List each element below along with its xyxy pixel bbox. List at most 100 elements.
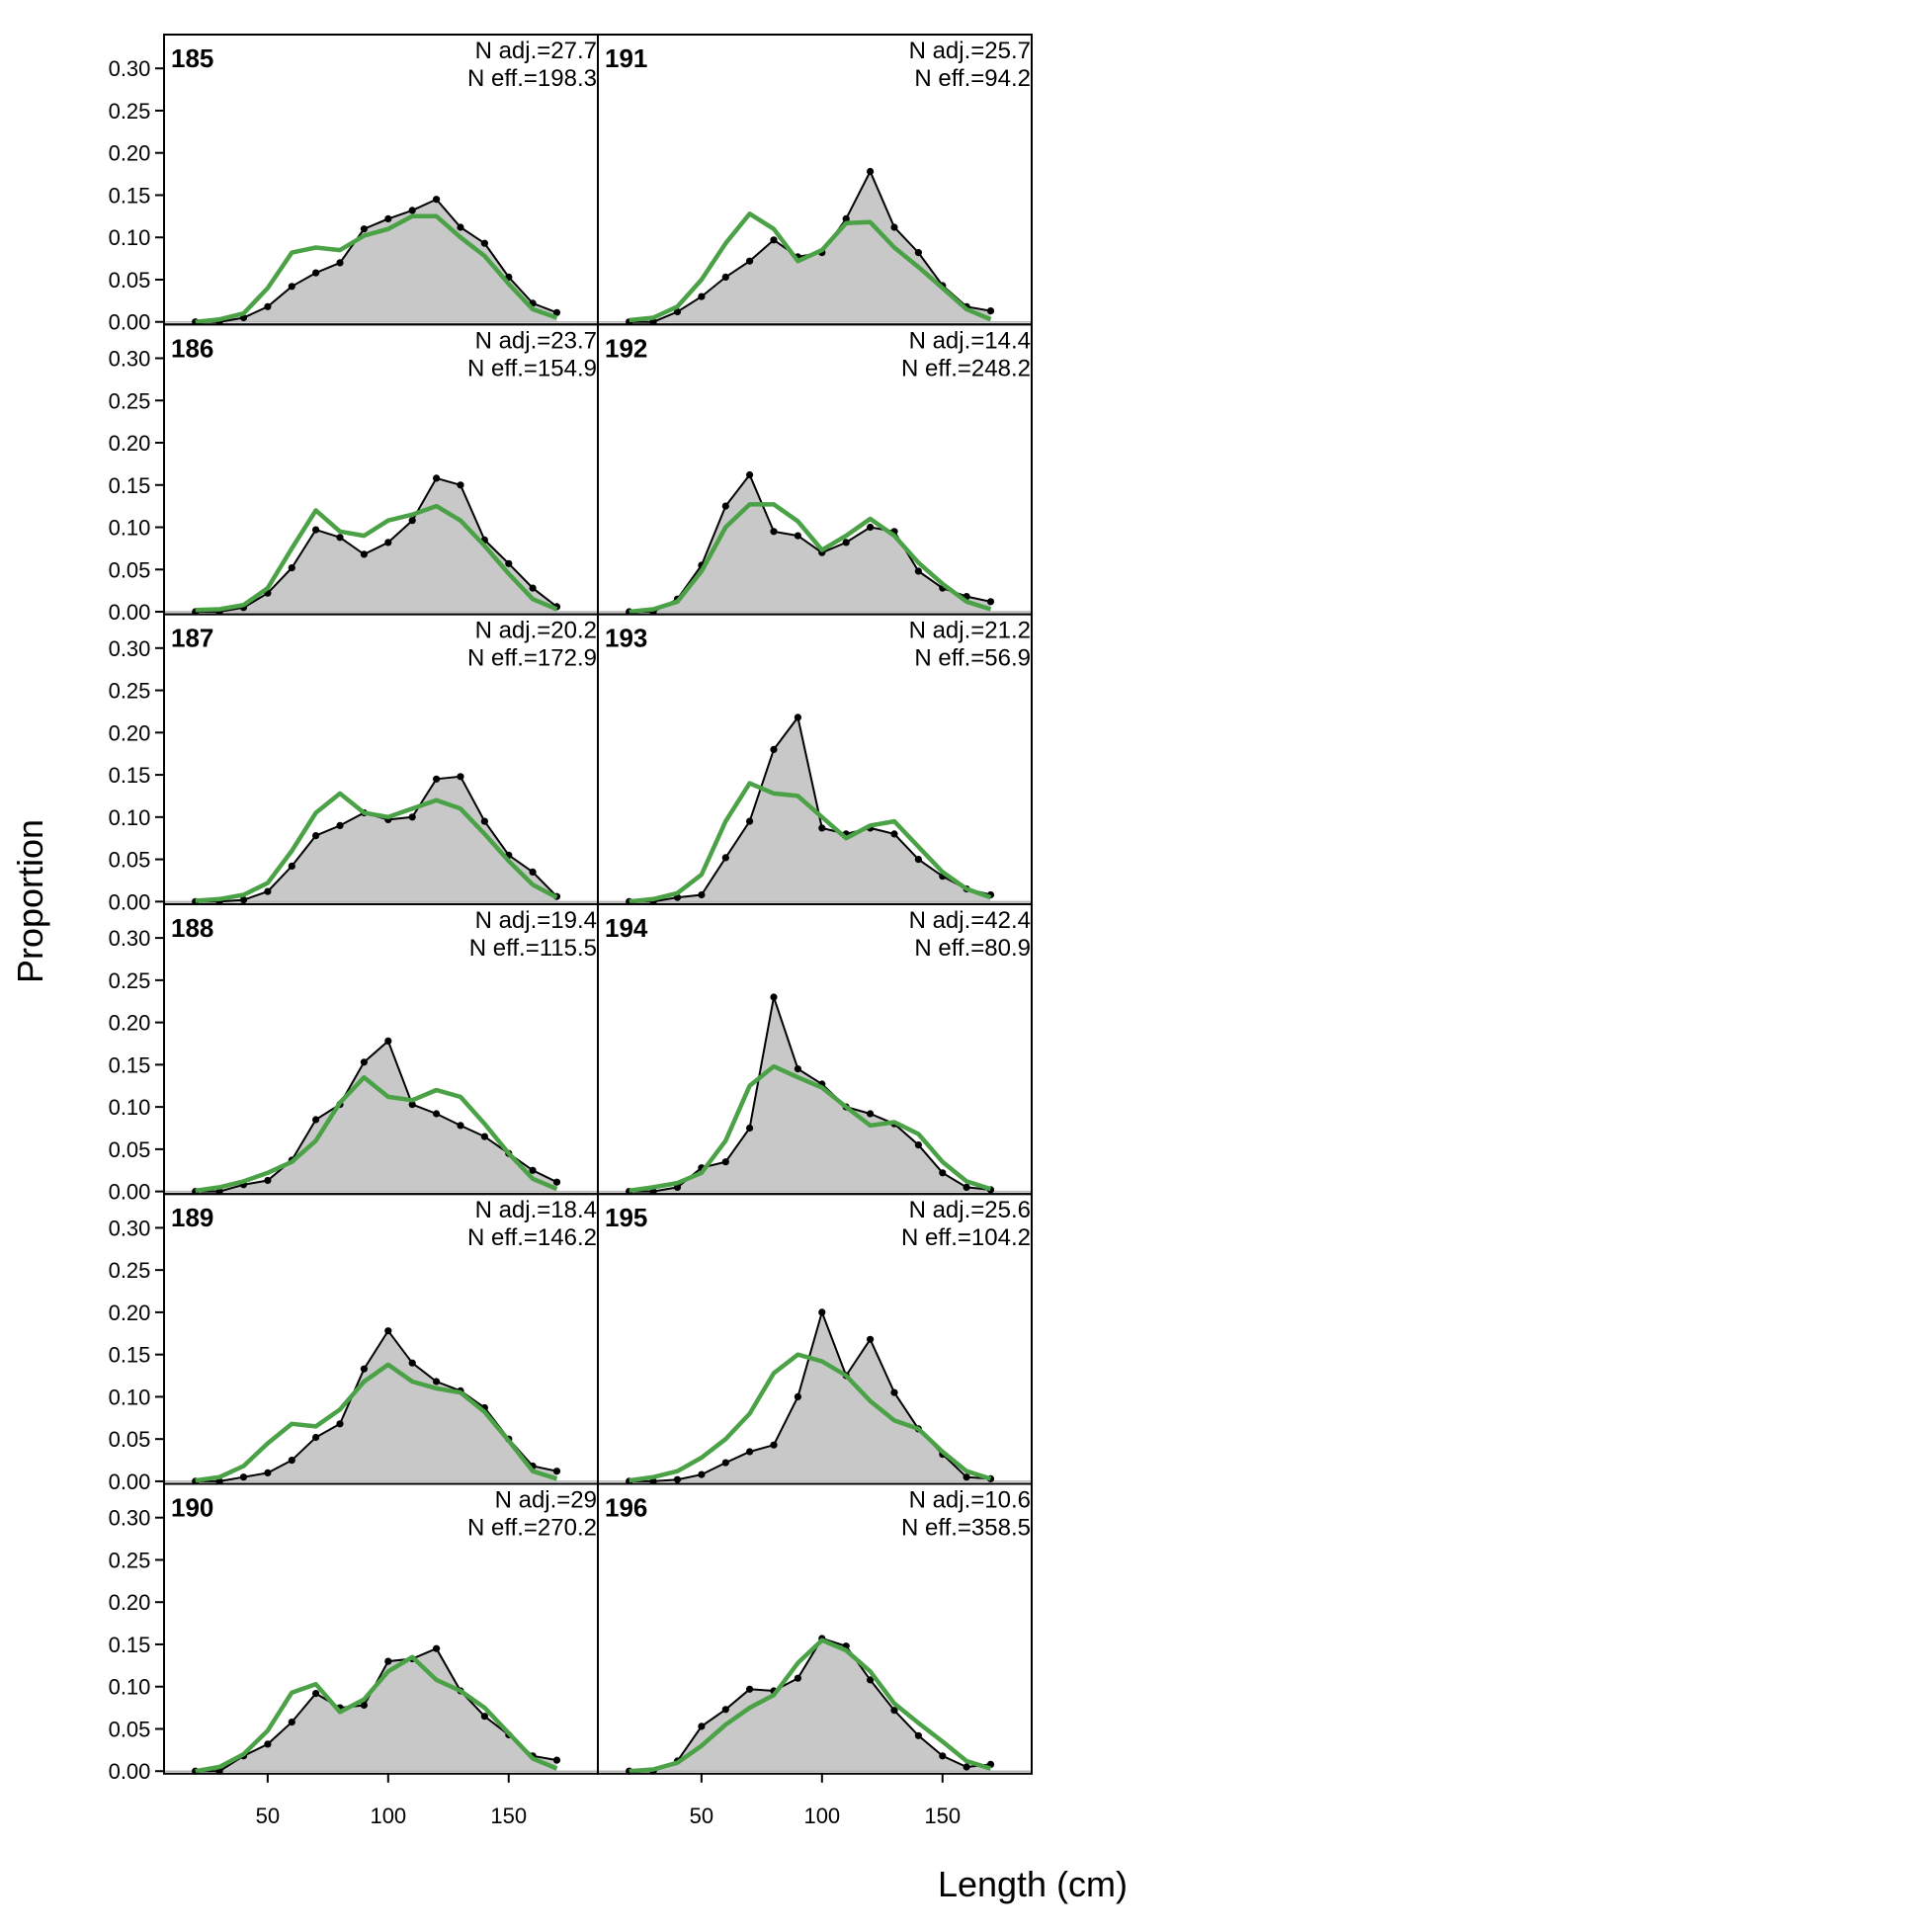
observed-point <box>698 1722 706 1730</box>
observed-point <box>867 1335 875 1343</box>
observed-area <box>628 1638 991 1772</box>
n-eff-label: N eff.=198.3 <box>467 65 597 92</box>
observed-point <box>384 214 392 222</box>
panel-label: 194 <box>605 913 648 943</box>
observed-point <box>818 824 826 832</box>
panel-187: 187 N adj.=20.2N eff.=172.9 <box>163 613 599 905</box>
axes-layer: 0.00 0.05 0.10 0.15 0.20 0.25 0.30 0.00 0.05 0.10… <box>109 56 962 1828</box>
y-tick-label: 0.20 <box>109 141 151 166</box>
panel-label: 190 <box>171 1493 213 1523</box>
observed-point <box>914 856 923 864</box>
n-adj-label: N adj.=29 <box>495 1487 597 1514</box>
expected-line <box>195 1074 558 1194</box>
n-eff-label: N eff.=172.9 <box>467 645 597 672</box>
y-tick-label: 0.25 <box>109 99 151 124</box>
observed-point <box>264 1740 272 1748</box>
y-tick-label: 0.10 <box>109 1385 151 1409</box>
observed-point <box>384 1037 392 1045</box>
panel-label: 187 <box>171 624 213 653</box>
observed-point <box>384 1327 392 1335</box>
observed-point <box>552 1468 561 1475</box>
panel-196: 196 N adj.=10.6N eff.=358.5 <box>597 1482 1033 1775</box>
observed-area <box>628 1311 991 1481</box>
observed-point <box>914 249 923 257</box>
observed-point <box>939 1752 947 1760</box>
observed-point <box>552 1178 561 1186</box>
y-tick-label: 0.05 <box>109 1717 151 1741</box>
observed-point <box>433 1378 441 1386</box>
observed-point <box>360 1701 368 1710</box>
observed-point <box>336 534 344 542</box>
panel-label: 195 <box>605 1203 647 1232</box>
observed-point <box>408 1101 416 1109</box>
observed-point <box>721 1706 729 1714</box>
observed-point <box>914 1141 923 1149</box>
observed-point <box>673 1475 682 1483</box>
observed-point <box>312 1433 320 1442</box>
panel-189: 189 N adj.=18.4N eff.=146.2 <box>163 1193 599 1485</box>
x-tick-label: 100 <box>370 1804 406 1828</box>
panel-frame <box>597 1482 1033 1775</box>
observed-point <box>746 817 754 825</box>
y-tick-label: 0.00 <box>109 310 151 335</box>
panel-194: 194 N adj.=42.4N eff.=80.9 <box>597 902 1033 1196</box>
n-eff-label: N eff.=154.9 <box>467 355 597 381</box>
n-eff-label: N eff.=94.2 <box>914 65 1031 92</box>
observed-area <box>195 776 557 902</box>
panel-185: 185 N adj.=27.7N eff.=198.3 <box>163 34 599 326</box>
observed-point <box>264 1469 272 1476</box>
observed-point <box>457 1122 464 1130</box>
x-axis-title: Length (cm) <box>938 1864 1128 1904</box>
y-tick-label: 0.15 <box>109 183 151 208</box>
observed-area <box>628 997 991 1192</box>
expected-line <box>628 781 992 904</box>
observed-area <box>628 171 991 322</box>
observed-point <box>360 225 368 233</box>
y-tick-label: 0.00 <box>109 1180 151 1205</box>
n-eff-label: N eff.=80.9 <box>914 935 1031 962</box>
y-tick-label: 0.10 <box>109 1675 151 1700</box>
observed-line <box>628 1637 991 1773</box>
n-adj-label: N adj.=14.4 <box>909 327 1031 354</box>
n-adj-label: N adj.=20.2 <box>475 618 597 644</box>
y-tick-label: 0.20 <box>109 720 151 745</box>
y-tick-label: 0.15 <box>109 1052 151 1077</box>
x-tick-label: 100 <box>803 1804 840 1828</box>
y-tick-label: 0.05 <box>109 1137 151 1162</box>
observed-point <box>698 1470 706 1478</box>
observed-point <box>433 196 441 204</box>
expected-line <box>628 1063 992 1194</box>
observed-point <box>480 239 488 247</box>
expected-line <box>628 1352 992 1483</box>
observed-point <box>890 1388 898 1396</box>
y-tick-label: 0.20 <box>109 431 151 456</box>
observed-point <box>433 474 441 482</box>
n-adj-label: N adj.=19.4 <box>475 907 597 934</box>
y-tick-label: 0.15 <box>109 763 151 788</box>
observed-point <box>433 1644 441 1652</box>
observed-point <box>914 1731 923 1739</box>
n-eff-label: N eff.=115.5 <box>469 935 597 962</box>
panel-label: 186 <box>171 333 213 363</box>
observed-point <box>914 567 923 575</box>
observed-point <box>818 1308 826 1316</box>
observed-point <box>721 273 729 281</box>
panel-186: 186 N adj.=23.7N eff.=154.9 <box>163 323 599 616</box>
y-tick-label: 0.25 <box>109 388 151 413</box>
observed-point <box>360 1058 368 1066</box>
y-tick-label: 0.25 <box>109 968 151 993</box>
y-tick-label: 0.25 <box>109 1258 151 1283</box>
panel-195: 195 N adj.=25.6N eff.=104.2 <box>597 1193 1033 1485</box>
x-tick-label: 150 <box>924 1804 961 1828</box>
n-adj-label: N adj.=18.4 <box>475 1197 597 1223</box>
y-tick-label: 0.00 <box>109 889 151 914</box>
observed-point <box>794 714 802 721</box>
observed-point <box>552 1756 561 1764</box>
observed-point <box>963 1473 970 1481</box>
observed-area <box>628 474 991 612</box>
observed-point <box>939 1169 947 1177</box>
y-tick-label: 0.05 <box>109 268 151 293</box>
observed-point <box>384 1657 392 1665</box>
expected-line <box>628 211 992 323</box>
observed-point <box>312 832 320 840</box>
